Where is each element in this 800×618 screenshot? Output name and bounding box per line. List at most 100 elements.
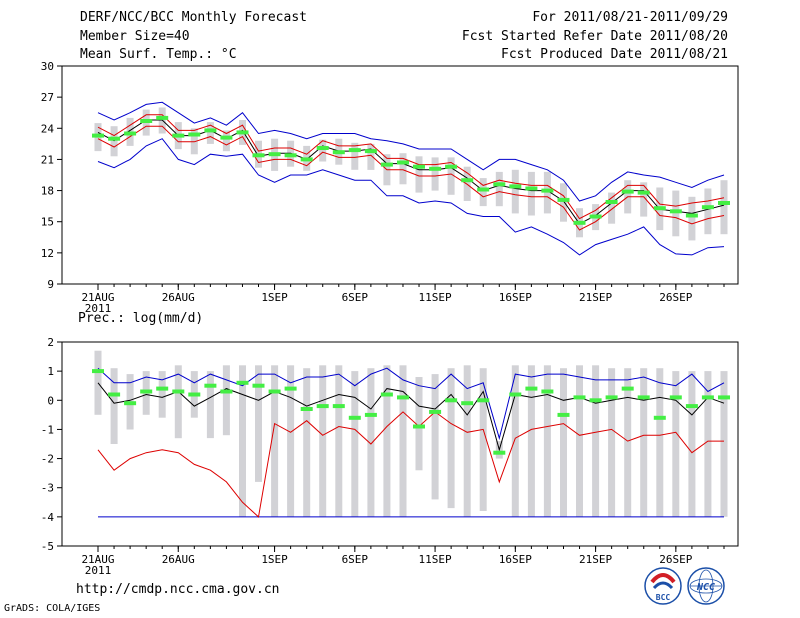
- observed-marker: [525, 386, 538, 391]
- ensemble-range-bar: [367, 143, 375, 170]
- spread-upper-line: [97, 114, 725, 220]
- ensemble-range-bar: [110, 368, 118, 444]
- ensemble-range-bar: [511, 365, 519, 517]
- observed-marker: [477, 187, 490, 192]
- observed-marker: [156, 115, 169, 120]
- observed-marker: [300, 407, 313, 411]
- ensemble-range-bar: [704, 371, 712, 517]
- observed-marker: [653, 206, 666, 211]
- observed-marker: [718, 395, 730, 400]
- observed-marker: [589, 214, 602, 219]
- observed-marker: [108, 392, 121, 397]
- ensemble-range-bar: [527, 171, 535, 216]
- ensemble-mean-line: [97, 382, 725, 452]
- observed-marker: [429, 166, 442, 171]
- y-tick-label: 15: [41, 216, 54, 229]
- bcc-logo-text: BCC: [656, 593, 671, 602]
- ensemble-range-bar: [543, 171, 551, 214]
- ensemble-range-bar: [608, 192, 616, 224]
- spread-lower-line: [97, 125, 725, 231]
- ensemble-range-bar: [399, 153, 407, 185]
- observed-marker: [364, 412, 377, 417]
- observed-marker: [204, 128, 217, 133]
- plot-frame: [61, 341, 739, 547]
- y-tick-label: 0: [47, 394, 54, 407]
- observed-marker: [509, 392, 522, 397]
- ensemble-range-bar: [335, 365, 343, 517]
- observed-marker: [493, 182, 506, 187]
- ensemble-range-bar: [351, 371, 359, 517]
- ensemble-range-bar: [271, 365, 279, 517]
- observed-marker: [509, 184, 522, 189]
- observed-marker: [364, 149, 377, 154]
- ensemble-min-line: [97, 138, 725, 256]
- observed-marker: [220, 135, 233, 140]
- ensemble-range-bar: [287, 365, 295, 517]
- observed-marker: [718, 201, 730, 205]
- observed-marker: [589, 398, 602, 403]
- ensemble-max-line: [97, 101, 725, 202]
- observed-marker: [685, 213, 698, 218]
- observed-marker: [188, 132, 201, 137]
- y-tick-label: 30: [41, 60, 54, 73]
- bcc-logo: BCC: [644, 567, 682, 605]
- x-year-label: 2011: [85, 302, 112, 315]
- ensemble-range-bar: [592, 365, 600, 517]
- ensemble-range-bar: [608, 368, 616, 517]
- observed-marker: [188, 392, 201, 397]
- y-tick-label: 24: [41, 122, 55, 135]
- chart-title: DERF/NCC/BCC Monthly Forecast: [80, 10, 307, 25]
- ensemble-range-bar: [319, 139, 327, 162]
- observed-marker: [621, 189, 634, 194]
- ensemble-range-bar: [560, 368, 567, 517]
- observed-marker: [621, 386, 634, 391]
- x-tick-label: 21AUG: [81, 291, 114, 304]
- observed-marker: [573, 395, 586, 400]
- observed-marker: [252, 153, 265, 158]
- observed-marker: [172, 133, 185, 138]
- y-tick-label: -1: [41, 423, 54, 436]
- ensemble-range-bar: [576, 365, 583, 517]
- observed-marker: [413, 164, 425, 169]
- footer-url[interactable]: http://cmdp.ncc.cma.gov.cn: [76, 582, 280, 597]
- ensemble-range-bar: [688, 371, 696, 517]
- spread-lower-line: [97, 411, 724, 518]
- ensemble-range-bar: [656, 368, 664, 517]
- y-tick-label: -4: [41, 511, 55, 524]
- observed-marker: [284, 386, 297, 391]
- ensemble-range-bar: [383, 365, 391, 517]
- x-tick-label: 11SEP: [419, 291, 452, 304]
- x-tick-label: 16SEP: [499, 553, 532, 566]
- observed-marker: [236, 130, 249, 135]
- observed-marker: [541, 389, 554, 394]
- ensemble-range-bar: [447, 368, 455, 509]
- x-tick-label: 6SEP: [342, 291, 369, 304]
- x-year-label: 2011: [85, 564, 112, 577]
- ensemble-range-bar: [222, 130, 230, 152]
- y-tick-label: 27: [41, 91, 54, 104]
- observed-marker: [92, 369, 104, 374]
- observed-marker: [637, 190, 650, 195]
- x-tick-label: 21SEP: [579, 553, 612, 566]
- x-tick-label: 6SEP: [342, 553, 369, 566]
- observed-marker: [348, 148, 361, 153]
- observed-marker: [605, 395, 618, 400]
- observed-marker: [332, 150, 345, 155]
- ensemble-range-bar: [206, 371, 214, 439]
- observed-marker: [300, 157, 313, 162]
- observed-marker: [268, 389, 281, 394]
- observed-marker: [541, 188, 554, 193]
- ensemble-range-bar: [399, 365, 407, 517]
- observed-marker: [316, 404, 329, 409]
- observed-marker: [557, 412, 570, 417]
- observed-marker: [557, 197, 570, 202]
- observed-marker: [525, 186, 538, 191]
- ensemble-range-bar: [222, 365, 230, 436]
- ncc-logo: NCC: [687, 567, 725, 605]
- observed-marker: [669, 209, 682, 214]
- ensemble-range-bar: [560, 183, 567, 222]
- x-tick-label: 21SEP: [579, 291, 612, 304]
- observed-marker: [701, 205, 714, 210]
- forecast-period: For 2011/08/21-2011/09/29: [532, 10, 728, 25]
